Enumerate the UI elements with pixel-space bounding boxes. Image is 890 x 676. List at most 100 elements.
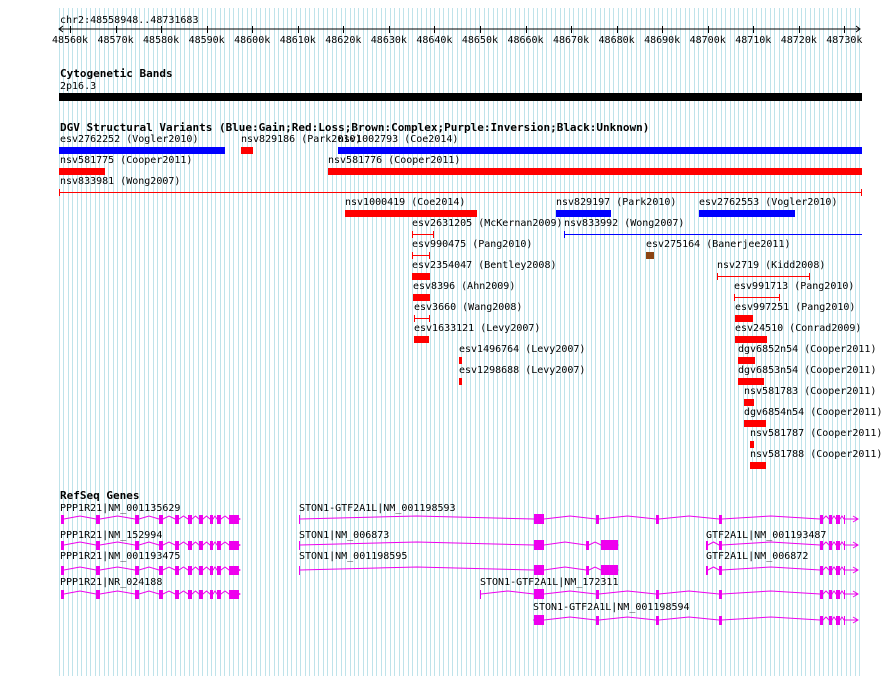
- refseq-strand-arrow: [852, 566, 859, 574]
- dgv-variant-endcap: [412, 231, 413, 238]
- dgv-variant-bar[interactable]: [338, 147, 862, 154]
- dgv-variant-endcap: [414, 315, 415, 322]
- refseq-track-title: RefSeq Genes: [60, 489, 140, 502]
- refseq-exon: [217, 590, 221, 599]
- refseq-exon: [719, 566, 722, 575]
- dgv-variant-bar[interactable]: [750, 441, 754, 448]
- dgv-variant-bar[interactable]: [412, 273, 430, 280]
- refseq-strand-arrow: [852, 616, 859, 624]
- refseq-exon: [534, 615, 544, 625]
- ruler-tick-mark: [70, 26, 71, 33]
- dgv-variant-bar[interactable]: [414, 336, 429, 343]
- refseq-intron-line: [299, 566, 618, 571]
- dgv-variant-bar[interactable]: [738, 378, 764, 385]
- refseq-exon: [480, 590, 481, 599]
- cytoband-name: 2p16.3: [60, 81, 97, 92]
- refseq-exon: [188, 541, 192, 550]
- dgv-variant-bar[interactable]: [744, 420, 766, 427]
- dgv-variant-bar[interactable]: [459, 357, 462, 364]
- dgv-variant-bar[interactable]: [556, 210, 611, 217]
- refseq-exon: [217, 566, 221, 575]
- dgv-variant-bar[interactable]: [738, 357, 755, 364]
- dgv-variant-label: esv991713 (Pang2010): [734, 281, 855, 292]
- refseq-exon: [229, 541, 239, 550]
- dgv-variant-label: esv275164 (Banerjee2011): [646, 239, 791, 250]
- refseq-exon: [159, 566, 163, 575]
- dgv-variant-label: nsv581788 (Cooper2011): [750, 449, 883, 460]
- dgv-variant-bar[interactable]: [735, 315, 753, 322]
- dgv-variant-endcap: [779, 294, 780, 301]
- refseq-exon: [61, 590, 64, 599]
- refseq-exon: [656, 616, 659, 625]
- dgv-variant-bar[interactable]: [413, 294, 430, 301]
- cytoband-bar[interactable]: [59, 93, 862, 101]
- refseq-exon: [199, 590, 203, 599]
- dgv-variant-bar[interactable]: [59, 147, 225, 154]
- dgv-variant-bar[interactable]: [735, 336, 767, 343]
- ruler-tick-label: 48710k: [735, 35, 772, 46]
- refseq-exon: [96, 541, 100, 550]
- refseq-gene-label: STON1|NM_001198595: [299, 551, 408, 562]
- refseq-gene-label: STON1|NM_006873: [299, 530, 390, 541]
- dgv-variant-span[interactable]: [564, 234, 862, 235]
- dgv-variant-label: esv2762252 (Vogler2010): [60, 134, 199, 145]
- dgv-variant-bar[interactable]: [750, 462, 766, 469]
- dgv-variant-label: esv2762553 (Vogler2010): [699, 197, 838, 208]
- refseq-exon: [210, 515, 213, 524]
- refseq-gene-label: PPP1R21|NR_024188: [60, 577, 163, 588]
- ruler-tick-mark: [389, 26, 390, 33]
- dgv-variant-bar[interactable]: [459, 378, 462, 385]
- refseq-exon: [820, 616, 823, 625]
- ruler-tick-label: 48560k: [51, 35, 89, 46]
- dgv-variant-bar[interactable]: [744, 399, 754, 406]
- ruler-tick-mark: [617, 26, 618, 33]
- dgv-variant-endcap: [564, 231, 565, 238]
- refseq-intron-line: [706, 566, 858, 571]
- ruler-tick-mark: [207, 26, 208, 33]
- dgv-variant-span[interactable]: [412, 255, 430, 256]
- refseq-gene-label: STON1-GTF2A1L|NM_172311: [480, 577, 619, 588]
- refseq-exon: [844, 566, 845, 575]
- dgv-variant-bar[interactable]: [646, 252, 654, 259]
- dgv-variant-span[interactable]: [59, 192, 862, 193]
- dgv-variant-bar[interactable]: [241, 147, 253, 154]
- dgv-variant-label: esv1633121 (Levy2007): [414, 323, 541, 334]
- dgv-variant-label: nsv829186 (Park2010): [241, 134, 362, 145]
- refseq-exon: [299, 541, 300, 550]
- dgv-variant-span[interactable]: [734, 297, 780, 298]
- ruler-tick-label: 48720k: [780, 35, 817, 46]
- ruler-tick-mark: [116, 26, 117, 33]
- refseq-exon: [706, 541, 708, 550]
- dgv-variant-label: esv997251 (Pang2010): [735, 302, 856, 313]
- dgv-variant-bar[interactable]: [328, 168, 862, 175]
- dgv-variant-bar[interactable]: [345, 210, 477, 217]
- refseq-exon: [820, 541, 823, 550]
- dgv-variant-label: nsv581787 (Cooper2011): [750, 428, 883, 439]
- refseq-exon: [844, 541, 845, 550]
- ruler-tick-mark: [526, 26, 527, 33]
- ruler-tick-mark: [571, 26, 572, 33]
- dgv-variant-label: esv990475 (Pang2010): [412, 239, 533, 250]
- dgv-variant-bar[interactable]: [699, 210, 795, 217]
- dgv-variant-bar[interactable]: [59, 168, 105, 175]
- dgv-variant-span[interactable]: [412, 234, 434, 235]
- dgv-variant-span[interactable]: [717, 276, 810, 277]
- refseq-exon: [844, 515, 845, 524]
- dgv-variant-span[interactable]: [414, 318, 430, 319]
- ruler-tick-label: 48600k: [234, 35, 271, 46]
- ruler-tick-mark: [662, 26, 663, 33]
- refseq-exon: [836, 590, 840, 599]
- refseq-exon: [210, 541, 213, 550]
- refseq-exon: [217, 541, 221, 550]
